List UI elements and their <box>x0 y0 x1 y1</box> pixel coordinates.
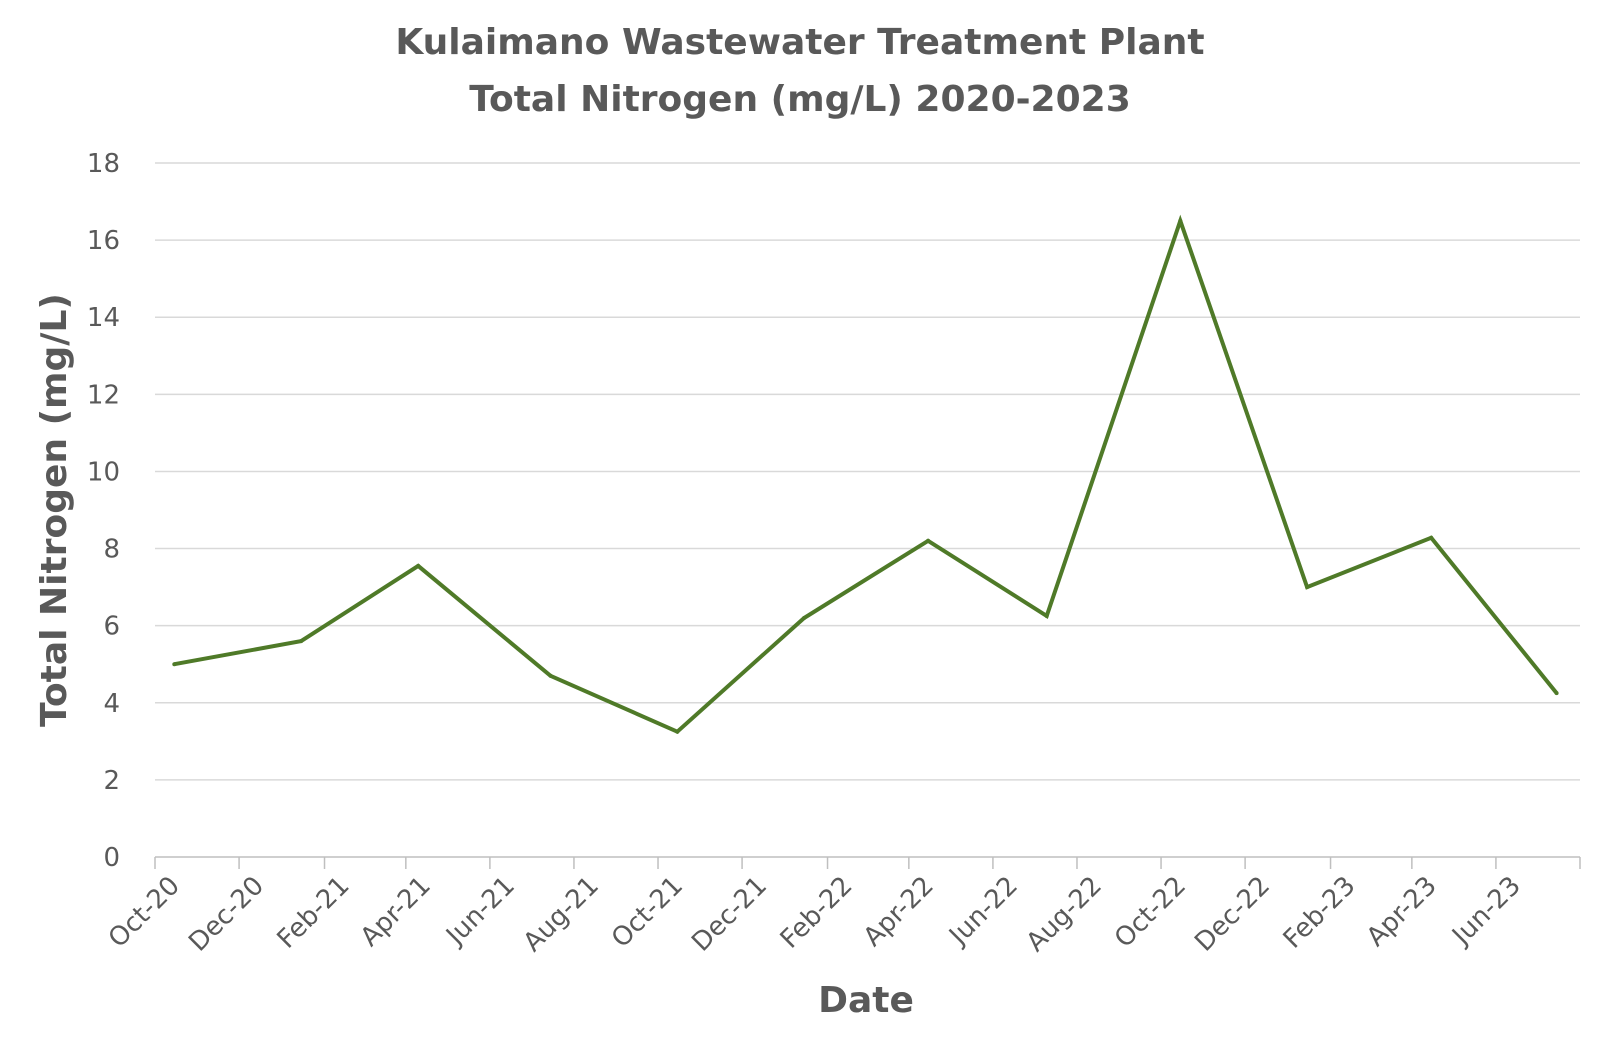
y-tick-label: 10 <box>87 457 120 487</box>
data-point <box>1178 218 1183 223</box>
x-tick-label: Jun-23 <box>1445 871 1526 952</box>
x-tick-label: Dec-20 <box>183 871 270 958</box>
y-tick-label: 12 <box>87 380 120 410</box>
data-point <box>1429 535 1434 540</box>
y-tick-label: 14 <box>87 303 120 333</box>
x-tick-label: Oct-22 <box>1109 871 1192 954</box>
x-tick-label: Feb-21 <box>272 871 356 955</box>
data-point <box>675 729 680 734</box>
y-tick-label: 8 <box>103 535 120 565</box>
data-point <box>299 639 304 644</box>
x-axis-title: Date <box>818 980 914 1021</box>
y-tick-label: 16 <box>87 226 120 256</box>
y-tick-label: 2 <box>103 766 120 796</box>
x-tick-label: Aug-22 <box>1021 871 1108 958</box>
data-point <box>1305 585 1310 590</box>
y-tick-label: 18 <box>87 149 120 179</box>
x-tick-label: Feb-22 <box>775 871 859 955</box>
x-tick-label: Apr-22 <box>858 871 940 953</box>
series-line-0 <box>173 214 1559 735</box>
gridlines <box>155 162 1580 781</box>
chart-title: Kulaimano Wastewater Treatment Plant Tot… <box>395 22 1204 120</box>
x-tick-label: Jun-21 <box>439 871 520 952</box>
x-tick-label: Dec-21 <box>686 871 773 958</box>
y-axis-title: Total Nitrogen (mg/L) <box>34 293 75 727</box>
y-tick-label: 0 <box>103 843 120 873</box>
x-tick-label: Apr-23 <box>1361 871 1443 953</box>
y-tick-label: 4 <box>103 689 120 719</box>
chart-title-line-2: Total Nitrogen (mg/L) 2020-2023 <box>469 79 1131 120</box>
data-point <box>802 616 807 620</box>
x-tick-label: Aug-21 <box>518 871 605 958</box>
data-point <box>1044 614 1049 618</box>
y-tick-label: 6 <box>103 612 120 642</box>
y-axis-tick-labels: 0 2 4 6 8 10 12 14 16 18 <box>87 149 120 873</box>
x-tick-label: Dec-22 <box>1189 871 1276 958</box>
x-tick-label: Apr-21 <box>355 871 437 953</box>
x-tick-label: Oct-20 <box>103 871 186 954</box>
data-point <box>548 673 553 678</box>
x-tick-label: Oct-21 <box>606 871 689 954</box>
data-point <box>416 563 421 568</box>
series-group <box>172 214 1559 735</box>
data-point <box>1554 691 1559 696</box>
x-tick-label: Jun-22 <box>942 871 1023 952</box>
chart-title-line-1: Kulaimano Wastewater Treatment Plant <box>395 22 1204 63</box>
data-point <box>172 662 177 667</box>
x-tick-label: Feb-23 <box>1278 871 1362 955</box>
x-axis <box>154 856 1581 869</box>
data-point <box>926 538 931 543</box>
